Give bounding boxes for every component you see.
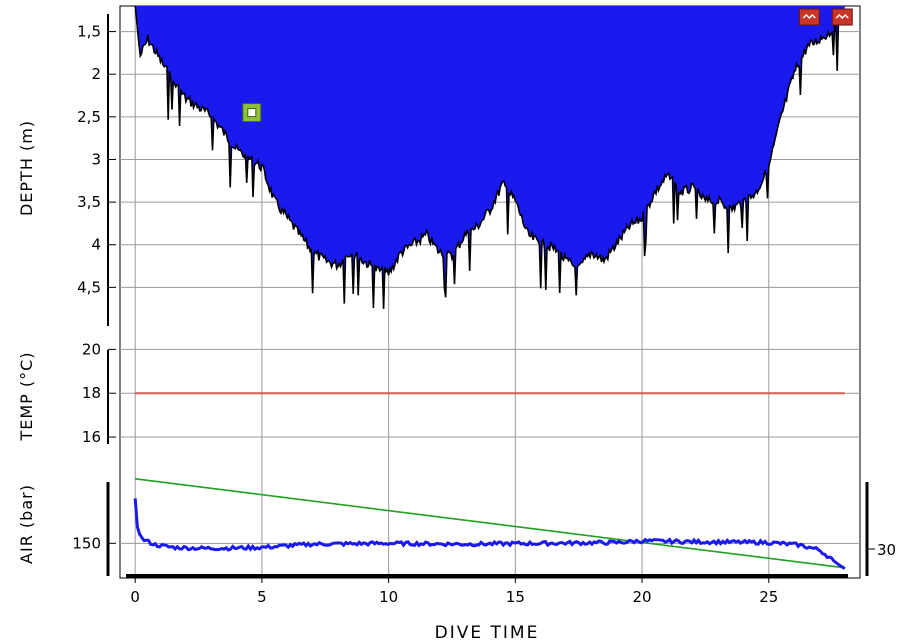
- depth-axis-title: DEPTH (m): [17, 120, 36, 216]
- depth-tick-label: 4: [91, 236, 101, 254]
- air-tick-label: 150: [72, 534, 101, 552]
- event-markers: [242, 8, 853, 123]
- depth-tick-label: 2,5: [77, 108, 101, 126]
- x-axis-title: DIVE TIME: [435, 623, 540, 643]
- depth-tick-label: 4,5: [77, 278, 101, 296]
- depth-area: [135, 6, 845, 309]
- depth-tick-label: 3,5: [77, 193, 101, 211]
- depth-tick-label: 1,5: [77, 23, 101, 41]
- axes: 30 1,5 2 2,5 3 3,5 4 4,5 20 18 16 150 0 5 10 15 20 25: [72, 14, 896, 606]
- bookmark-marker-inner: [247, 108, 257, 118]
- air-axis-title: AIR (bar): [17, 484, 36, 564]
- alert-wave-icon: [835, 14, 849, 19]
- temp-tick-label: 16: [82, 428, 101, 446]
- temp-tick-label: 18: [82, 384, 101, 402]
- alert-wave-icon: [802, 14, 816, 19]
- depth-panel: [134, 5, 846, 309]
- depth-tick-label: 2: [91, 65, 101, 83]
- air-pressure-line: [133, 498, 846, 570]
- air-reference-line: [135, 478, 845, 569]
- depth-profile-line: [134, 5, 846, 309]
- x-tick-label: 25: [759, 588, 778, 606]
- alert-marker: [798, 8, 820, 26]
- air-panel: [133, 478, 846, 570]
- temp-tick-label: 20: [82, 340, 101, 358]
- x-tick-label: 15: [506, 588, 525, 606]
- depth-tick-label: 3: [91, 150, 101, 168]
- x-tick-label: 0: [130, 588, 140, 606]
- x-tick-label: 5: [257, 588, 267, 606]
- temp-axis-title: TEMP (°C): [17, 351, 36, 441]
- x-tick-label: 10: [379, 588, 398, 606]
- alert-marker: [831, 8, 853, 26]
- x-tick-label: 20: [633, 588, 652, 606]
- air-right-tick-label: 30: [877, 541, 896, 559]
